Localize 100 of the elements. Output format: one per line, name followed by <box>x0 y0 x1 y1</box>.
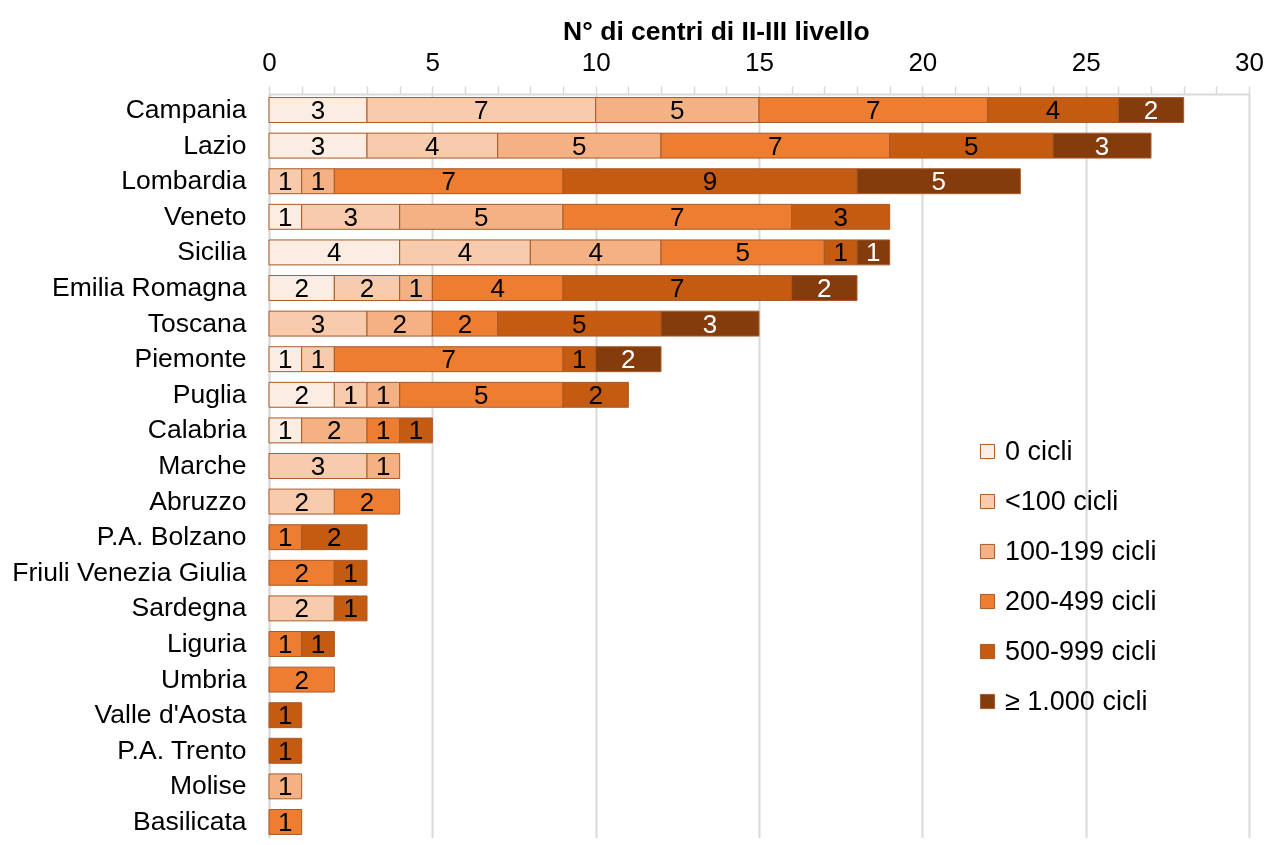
data-label: 5 <box>735 237 750 268</box>
data-label: 2 <box>294 379 309 410</box>
y-tick-label: Abruzzo <box>149 485 247 516</box>
data-label: 2 <box>294 593 309 624</box>
data-label: 5 <box>572 308 587 339</box>
legend-label: 100-199 cicli <box>1005 535 1157 566</box>
bar <box>268 737 303 764</box>
data-label: 5 <box>474 201 489 232</box>
y-tick-label: Valle d'Aosta <box>94 699 247 730</box>
y-tick-label: Toscana <box>147 307 247 338</box>
data-label: 1 <box>278 700 293 731</box>
data-label: 2 <box>294 557 309 588</box>
data-label: 3 <box>310 95 326 126</box>
bar <box>268 809 303 835</box>
y-tick-label: Umbria <box>161 663 247 694</box>
data-label: 1 <box>278 628 293 659</box>
data-label: 7 <box>441 344 456 375</box>
data-label: 1 <box>278 735 293 766</box>
x-tick-label: 30 <box>1235 46 1264 77</box>
data-label: 5 <box>931 166 946 197</box>
data-label: 2 <box>294 486 309 517</box>
data-label: 5 <box>572 130 587 161</box>
data-label: 4 <box>490 273 505 304</box>
data-label: 1 <box>833 237 848 268</box>
y-tick-label: Sicilia <box>177 236 247 267</box>
y-tick-label: Campania <box>125 94 247 125</box>
x-tick-label: 15 <box>745 46 774 77</box>
data-label: 1 <box>866 237 881 268</box>
data-label: 7 <box>866 95 881 126</box>
y-tick-label: Emilia Romagna <box>52 272 247 303</box>
data-label: 2 <box>359 273 375 304</box>
data-label: 1 <box>376 379 391 410</box>
data-label: 5 <box>670 95 685 126</box>
data-label: 7 <box>441 166 456 197</box>
data-label: 1 <box>310 344 326 375</box>
data-label: 2 <box>1143 95 1159 126</box>
data-label: 1 <box>278 201 293 232</box>
legend-label: 200-499 cicli <box>1005 585 1157 616</box>
data-label: 4 <box>457 237 473 268</box>
data-label: 1 <box>278 771 293 802</box>
y-tick-label: Lombardia <box>121 165 247 196</box>
y-tick-label: P.A. Bolzano <box>96 521 247 552</box>
legend-label: 0 cicli <box>1005 435 1073 466</box>
legend-label: <100 cicli <box>1005 485 1119 516</box>
data-label: 2 <box>327 415 342 446</box>
data-label: 2 <box>457 308 473 339</box>
data-label: 7 <box>670 273 685 304</box>
data-label: 7 <box>670 201 685 232</box>
y-tick-label: Liguria <box>166 627 247 658</box>
bar <box>268 702 303 729</box>
x-tick-label: 5 <box>425 46 441 77</box>
x-tick-label: 10 <box>581 46 611 77</box>
data-label: 1 <box>343 593 358 624</box>
data-label: 4 <box>1045 95 1061 126</box>
data-label: 7 <box>474 95 489 126</box>
data-label: 3 <box>702 308 718 339</box>
data-label: 1 <box>278 166 293 197</box>
legend-label: 500-999 cicli <box>1005 635 1157 666</box>
data-label: 3 <box>833 201 848 232</box>
data-label: 1 <box>278 806 293 837</box>
data-label: 7 <box>768 130 783 161</box>
data-label: 3 <box>310 451 326 481</box>
y-tick-label: Sardegna <box>131 592 247 623</box>
data-label: 1 <box>408 273 424 304</box>
data-label: 1 <box>408 415 424 446</box>
y-tick-label: P.A. Trento <box>117 734 247 765</box>
y-tick-label: Lazio <box>183 129 247 160</box>
data-label: 2 <box>327 522 342 553</box>
data-label: 3 <box>1094 130 1110 161</box>
data-label: 2 <box>817 273 832 304</box>
data-label: 1 <box>376 451 391 481</box>
y-tick-label: Friuli Venezia Giulia <box>12 556 247 587</box>
bar <box>268 773 303 800</box>
data-label: 1 <box>310 628 326 659</box>
y-tick-label: Piemonte <box>134 343 247 374</box>
y-tick-label: Veneto <box>163 200 247 231</box>
y-tick-label: Molise <box>169 770 247 801</box>
data-label: 3 <box>343 201 358 232</box>
data-label: 1 <box>278 344 293 375</box>
data-label: 2 <box>621 344 636 375</box>
data-label: 1 <box>310 166 326 197</box>
data-label: 4 <box>588 237 603 268</box>
y-tick-label: Basilicata <box>133 805 247 836</box>
data-label: 1 <box>343 557 358 588</box>
data-label: 2 <box>392 308 407 339</box>
y-tick-label: Puglia <box>172 378 247 409</box>
x-tick-label: 25 <box>1071 46 1101 77</box>
x-axis-title: N° di centri di II-III livello <box>563 15 870 46</box>
data-label: 1 <box>278 415 293 446</box>
data-label: 4 <box>327 237 342 268</box>
data-label: 3 <box>310 308 326 339</box>
data-label: 2 <box>359 486 375 517</box>
data-label: 1 <box>278 522 293 553</box>
data-label: 2 <box>588 379 603 410</box>
legend-label: ≥ 1.000 cicli <box>1005 685 1148 716</box>
data-label: 2 <box>294 664 309 695</box>
data-label: 1 <box>343 379 358 410</box>
data-label: 2 <box>294 273 309 304</box>
y-tick-label: Calabria <box>147 414 247 445</box>
x-tick-label: 0 <box>262 46 277 77</box>
